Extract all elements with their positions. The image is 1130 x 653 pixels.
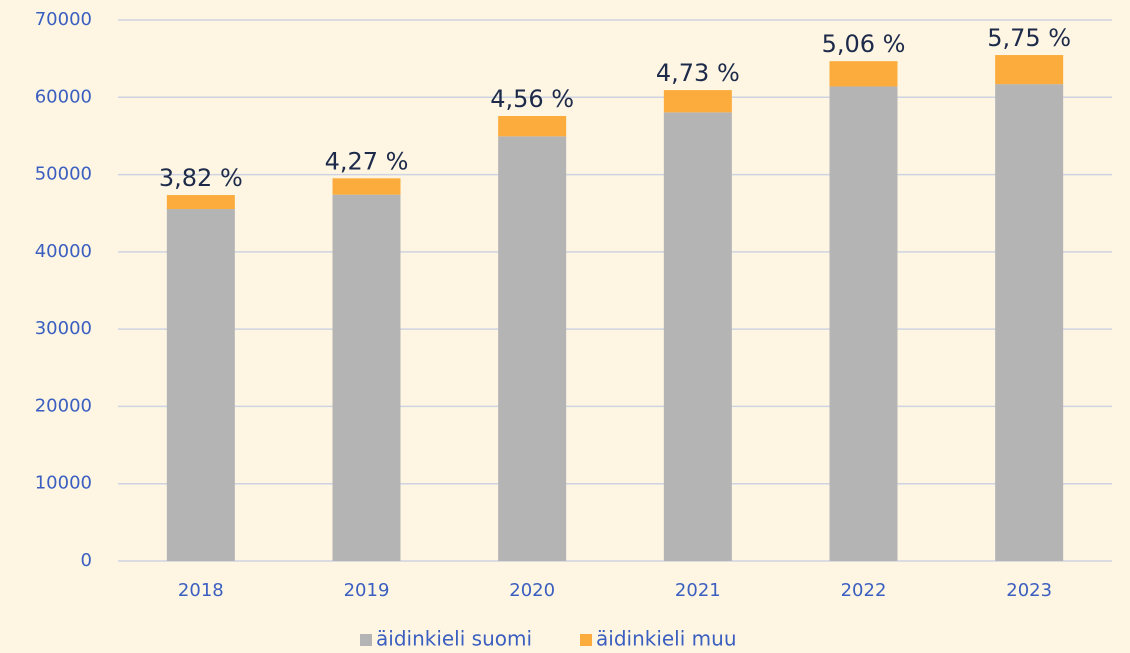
bar-segment [829,61,898,87]
x-tick-label: 2018 [178,580,224,601]
bar-segment [166,195,235,210]
bar-segment [166,209,235,561]
y-tick-label: 0 [81,550,92,571]
legend-label: äidinkieli muu [596,627,737,651]
bar-segment [332,178,401,195]
data-label: 4,73 % [656,59,740,87]
data-label: 4,27 % [325,147,409,175]
x-tick-label: 2023 [1006,580,1052,601]
y-tick-label: 60000 [35,86,92,107]
y-tick-label: 30000 [35,318,92,339]
data-label: 3,82 % [159,164,243,192]
x-tick-label: 2019 [344,580,390,601]
data-label: 5,75 % [987,24,1071,52]
y-tick-label: 10000 [35,473,92,494]
bar-segment [663,90,732,113]
data-label: 5,06 % [822,30,906,58]
bar-segment [498,116,567,137]
x-tick-label: 2022 [841,580,887,601]
bar-segment [498,136,567,561]
data-label: 4,56 % [490,85,574,113]
bar-segment [995,84,1064,561]
y-tick-label: 20000 [35,395,92,416]
legend-label: äidinkieli suomi [376,627,532,651]
bar-segment [829,86,898,562]
bar-segment [332,194,401,561]
x-tick-label: 2020 [509,580,555,601]
x-tick-label: 2021 [675,580,721,601]
bar-segment [663,112,732,561]
y-tick-label: 50000 [35,164,92,185]
legend-swatch [360,634,372,646]
y-tick-label: 40000 [35,241,92,262]
y-tick-label: 70000 [35,9,92,30]
legend-swatch [580,634,592,646]
bar-segment [995,55,1064,85]
